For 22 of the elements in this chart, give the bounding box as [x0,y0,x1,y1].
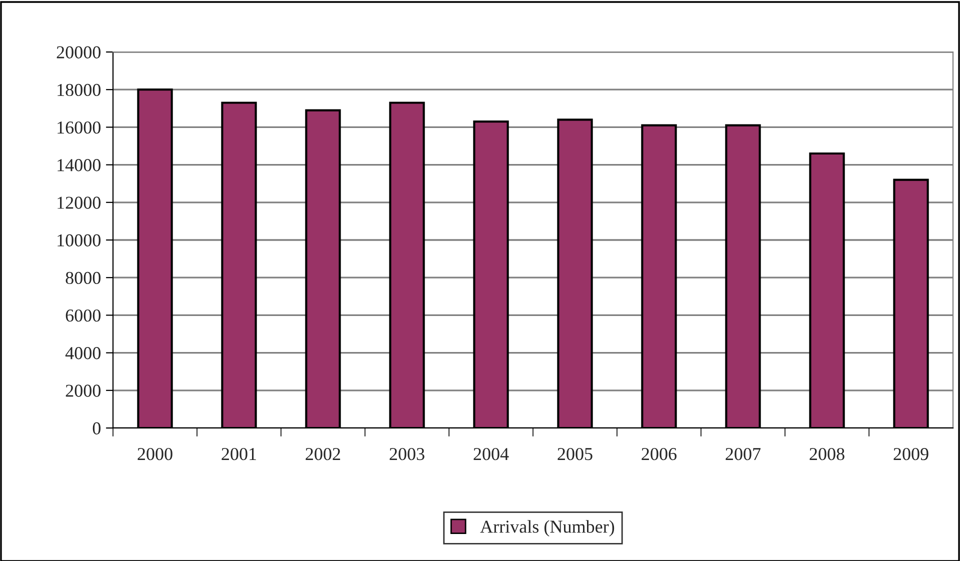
x-tick-label: 2001 [222,448,256,460]
y-tick-label: 14000 [58,159,101,172]
y-tick-label: 4000 [65,347,101,360]
x-tick-label: 2004 [474,448,509,460]
legend-label: Arrivals (Number) [480,520,614,536]
x-tick-label: 2003 [390,448,424,460]
x-tick-label: 2002 [306,448,340,460]
y-tick-label: 20000 [56,46,101,58]
y-tick-label: 10000 [58,234,101,246]
x-tick-label: 2000 [138,448,172,460]
x-tick-label: 2006 [642,448,677,460]
x-tick-label: 2007 [726,448,761,460]
x-tick-label: 2005 [558,448,592,460]
y-tick-label: 18000 [58,84,101,96]
y-tick-label: 12000 [58,196,101,209]
y-tick-label: 2000 [66,384,101,397]
y-tick-label: 16000 [58,121,101,134]
y-tick-label: 6000 [66,309,101,322]
x-tick-label: 2008 [810,448,844,460]
x-tick-label: 2009 [894,448,928,460]
y-tick-label: 0 [92,422,101,434]
y-tick-label: 8000 [66,272,101,284]
